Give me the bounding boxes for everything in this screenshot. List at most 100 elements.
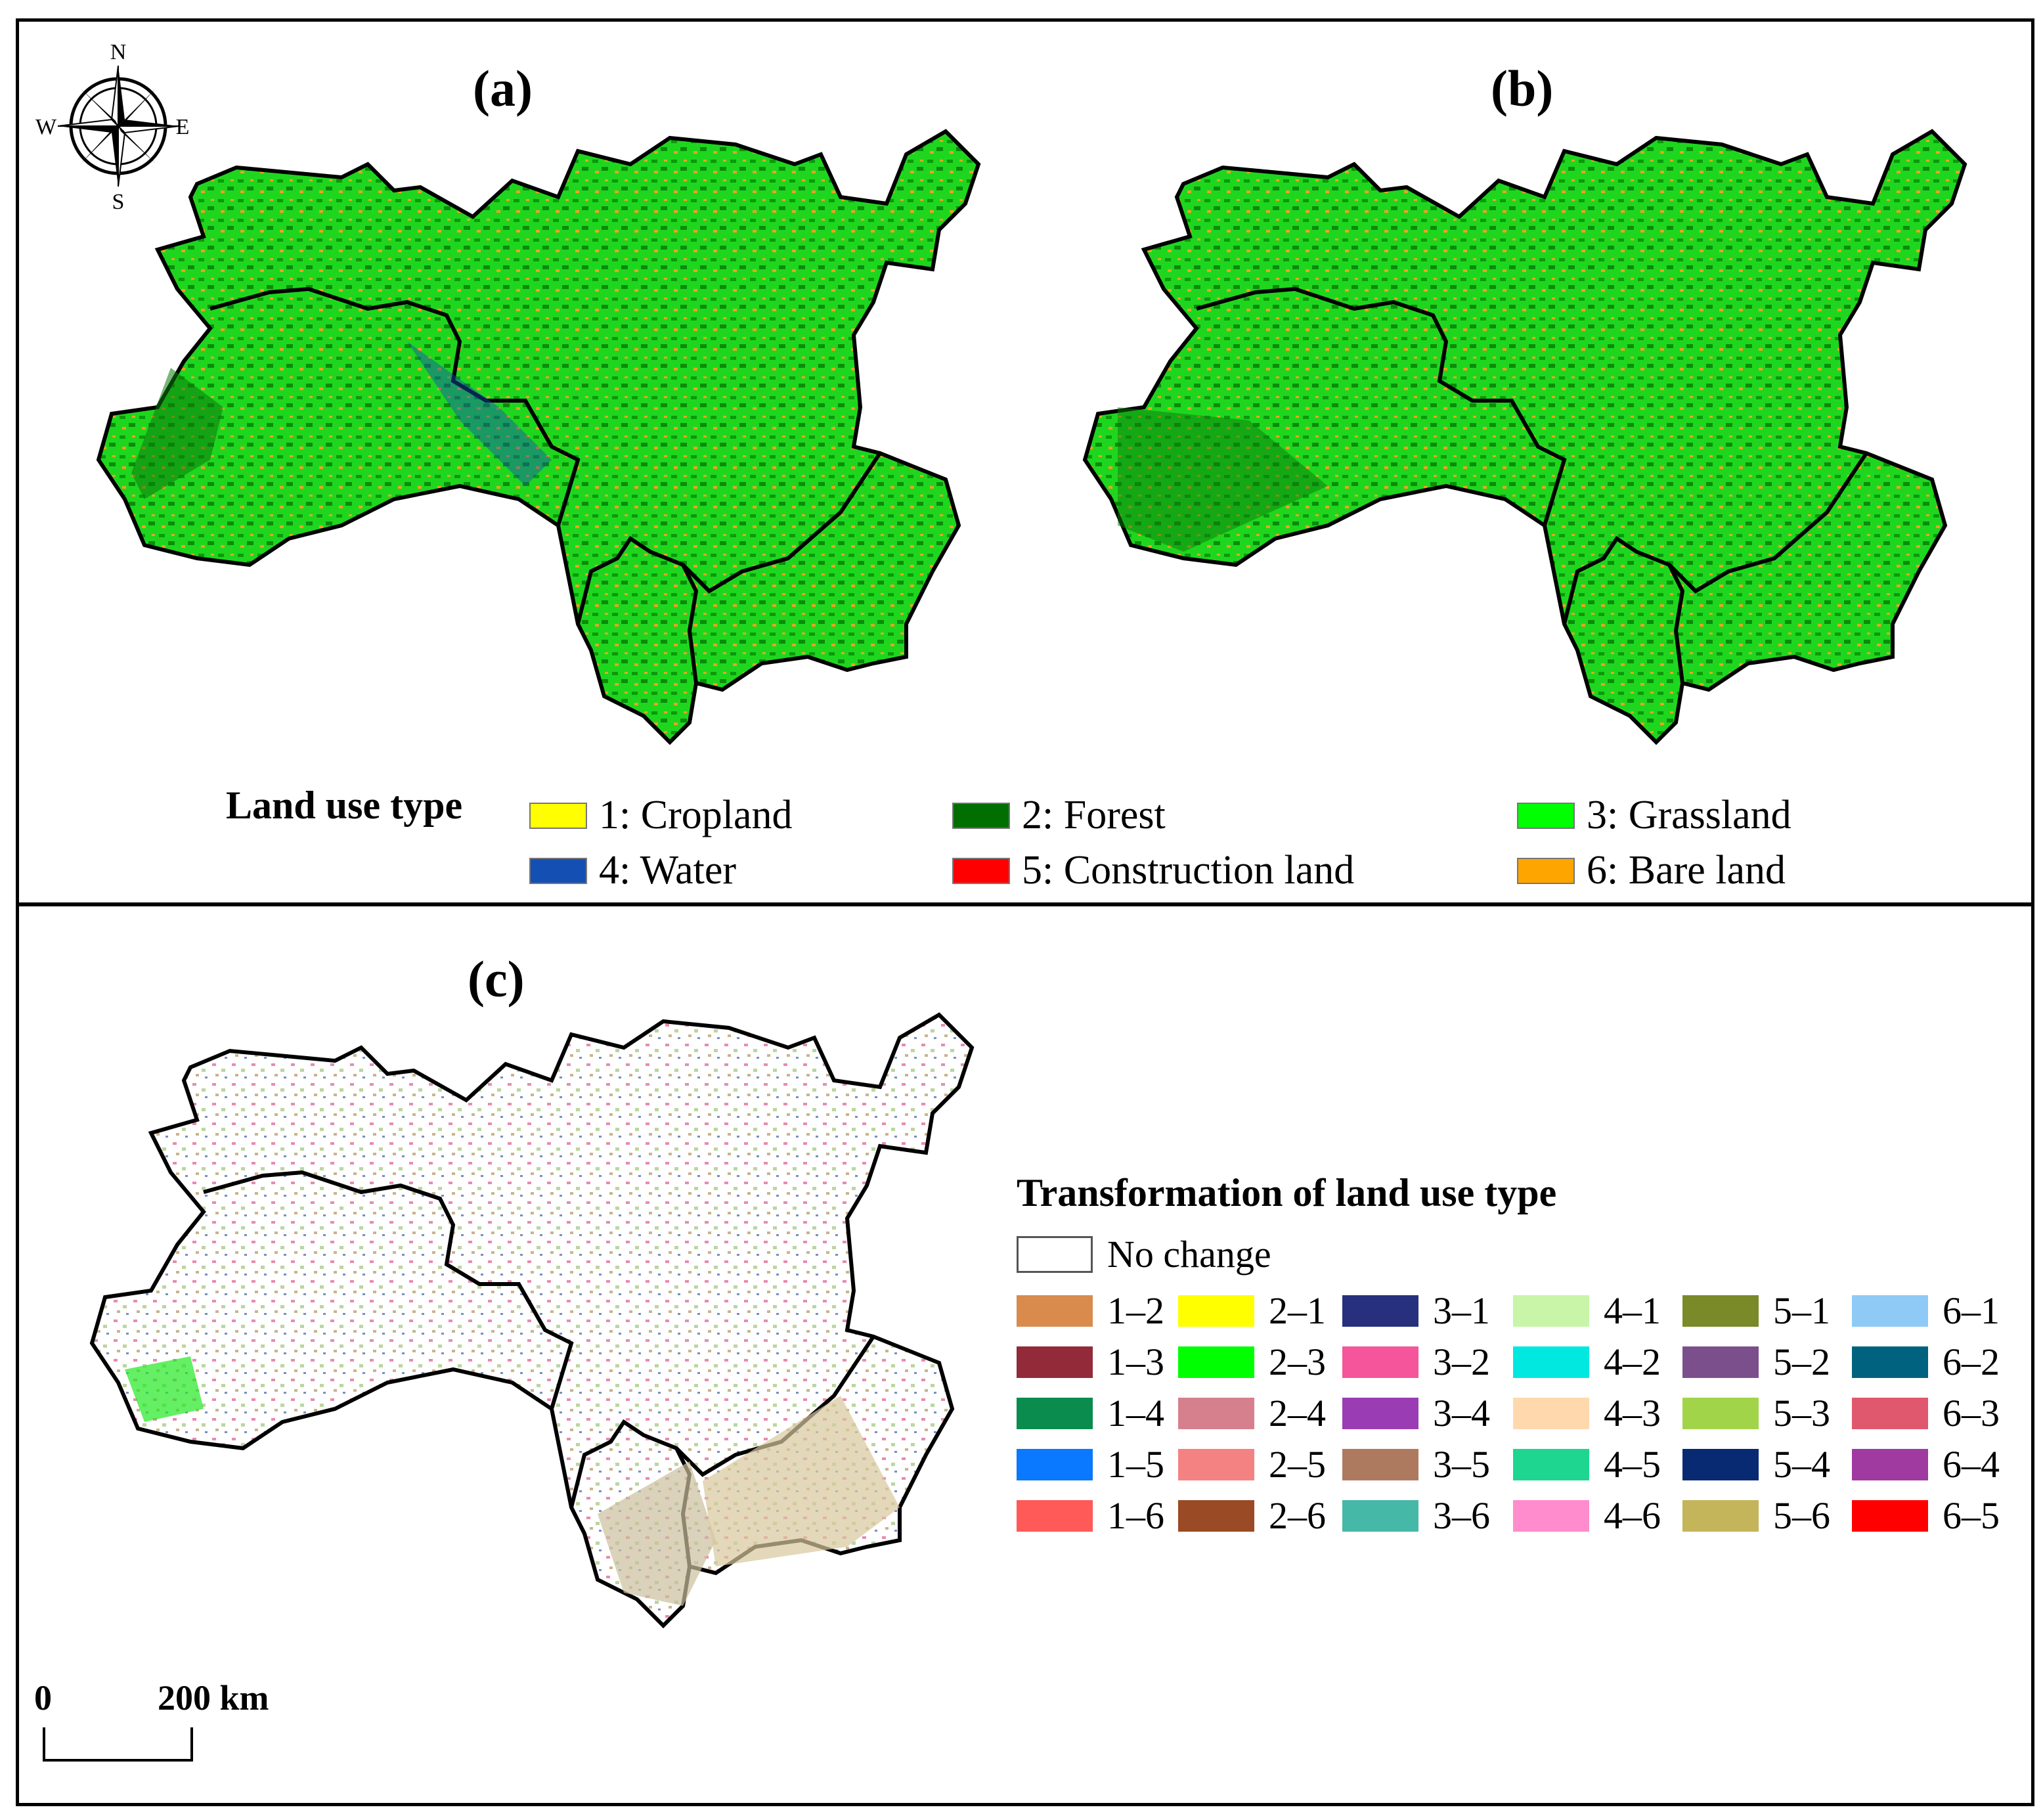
legend-swatch — [1178, 1295, 1254, 1327]
legend-label: 4–6 — [1604, 1494, 1661, 1537]
legend-swatch — [1513, 1448, 1589, 1480]
legend-label: 2–3 — [1269, 1341, 1326, 1383]
transformation-item: 2–1 — [1178, 1289, 1326, 1333]
transformation-item: 4–1 — [1513, 1289, 1661, 1333]
compass-rose: N S E W — [32, 39, 189, 214]
transformation-item: 3–6 — [1342, 1494, 1490, 1538]
transformation-item: 2–4 — [1178, 1391, 1326, 1435]
legend-label: 5–4 — [1773, 1443, 1830, 1486]
legend-swatch — [1017, 1499, 1093, 1532]
land-use-item: 6: Bare land — [1517, 847, 1786, 894]
transformation-item: 3–1 — [1342, 1289, 1490, 1333]
scale-bar-line — [43, 1727, 193, 1762]
legend-label: 3–5 — [1433, 1443, 1490, 1486]
transformation-item: 2–3 — [1178, 1340, 1326, 1384]
transformation-item: 6–4 — [1852, 1442, 2000, 1486]
legend-swatch — [1517, 857, 1575, 884]
land-use-item: 3: Grassland — [1517, 792, 1791, 839]
transformation-item: 6–3 — [1852, 1391, 2000, 1435]
land-use-item: 1: Cropland — [529, 792, 792, 839]
legend-swatch — [1342, 1346, 1418, 1378]
map-a — [0, 0, 1024, 788]
bottom-panel-frame — [16, 902, 2034, 1806]
transformation-item: 4–6 — [1513, 1494, 1661, 1538]
map-b — [986, 0, 2011, 788]
legend-swatch — [529, 802, 587, 829]
legend-label: 5–3 — [1773, 1392, 1830, 1434]
legend-swatch — [1178, 1448, 1254, 1480]
transformation-item: 2–5 — [1178, 1442, 1326, 1486]
legend-swatch — [1178, 1346, 1254, 1378]
legend-label: 2–6 — [1269, 1494, 1326, 1537]
legend-label: 5–2 — [1773, 1341, 1830, 1383]
legend-swatch — [1342, 1499, 1418, 1532]
legend-swatch — [1017, 1448, 1093, 1480]
land-use-item: 4: Water — [529, 847, 736, 894]
scale-end-label: 200 — [158, 1678, 211, 1718]
transformation-item: 5–4 — [1682, 1442, 1830, 1486]
scale-end: 200 km — [158, 1677, 269, 1718]
legend-swatch — [529, 857, 587, 884]
transformation-item: 3–4 — [1342, 1391, 1490, 1435]
land-use-item: 2: Forest — [952, 792, 1166, 839]
legend-swatch — [1017, 1346, 1093, 1378]
legend-swatch — [1682, 1346, 1759, 1378]
legend-label: 3: Grassland — [1587, 793, 1791, 837]
legend-label: 6–5 — [1943, 1494, 2000, 1537]
scale-unit-label: km — [219, 1678, 269, 1718]
compass-w: W — [35, 115, 57, 139]
compass-icon: N S E W — [35, 40, 189, 214]
transformation-item: 5–1 — [1682, 1289, 1830, 1333]
legend-swatch — [1342, 1295, 1418, 1327]
legend-swatch — [1517, 802, 1575, 829]
legend-swatch — [952, 802, 1010, 829]
legend-swatch — [1682, 1499, 1759, 1532]
legend-swatch — [1852, 1499, 1928, 1532]
scale-bar: 0 200 km — [34, 1677, 310, 1783]
legend-label: 6–4 — [1943, 1443, 2000, 1486]
legend-swatch — [1513, 1346, 1589, 1378]
panel-c-label: (c) — [468, 950, 525, 1008]
transformation-item: 5–3 — [1682, 1391, 1830, 1435]
legend-swatch — [1682, 1295, 1759, 1327]
legend-label: 6–2 — [1943, 1341, 2000, 1383]
legend-label: 2–4 — [1269, 1392, 1326, 1434]
legend-label: 4: Water — [599, 848, 737, 893]
panel-a-label: (a) — [473, 60, 533, 117]
transformation-item: 1–5 — [1017, 1442, 1164, 1486]
legend-label: 2–1 — [1269, 1289, 1326, 1332]
transformation-item: 1–6 — [1017, 1494, 1164, 1538]
legend-swatch — [1513, 1397, 1589, 1429]
legend-swatch — [1852, 1346, 1928, 1378]
legend-label: 4–1 — [1604, 1289, 1661, 1332]
legend-label: 1–3 — [1107, 1341, 1164, 1383]
map-c — [0, 883, 1018, 1672]
legend-label: 3–6 — [1433, 1494, 1490, 1537]
legend-swatch — [1017, 1397, 1093, 1429]
legend-swatch — [1513, 1499, 1589, 1532]
transformation-item: 3–5 — [1342, 1442, 1490, 1486]
transformation-item: 1–3 — [1017, 1340, 1164, 1384]
transformation-item: 3–2 — [1342, 1340, 1490, 1384]
legend-label: 3–1 — [1433, 1289, 1490, 1332]
land-use-legend-title: Land use type — [226, 784, 463, 827]
transformation-item: 1–2 — [1017, 1289, 1164, 1333]
compass-n: N — [110, 40, 127, 64]
panel-b-label: (b) — [1491, 60, 1554, 117]
legend-label: 4–2 — [1604, 1341, 1661, 1383]
transformation-item: 4–5 — [1513, 1442, 1661, 1486]
transformation-item: 4–2 — [1513, 1340, 1661, 1384]
legend-label: 5–6 — [1773, 1494, 1830, 1537]
legend-swatch — [1178, 1397, 1254, 1429]
legend-swatch — [1852, 1295, 1928, 1327]
legend-label: No change — [1107, 1233, 1271, 1276]
legend-label: 4–5 — [1604, 1443, 1661, 1486]
legend-label: 3–4 — [1433, 1392, 1490, 1434]
compass-s: S — [112, 190, 125, 210]
transformation-item: 4–3 — [1513, 1391, 1661, 1435]
transformation-item: 5–2 — [1682, 1340, 1830, 1384]
legend-swatch — [1342, 1397, 1418, 1429]
legend-label: 2: Forest — [1022, 793, 1166, 837]
transformation-item: 2–6 — [1178, 1494, 1326, 1538]
legend-label: 1–6 — [1107, 1494, 1164, 1537]
